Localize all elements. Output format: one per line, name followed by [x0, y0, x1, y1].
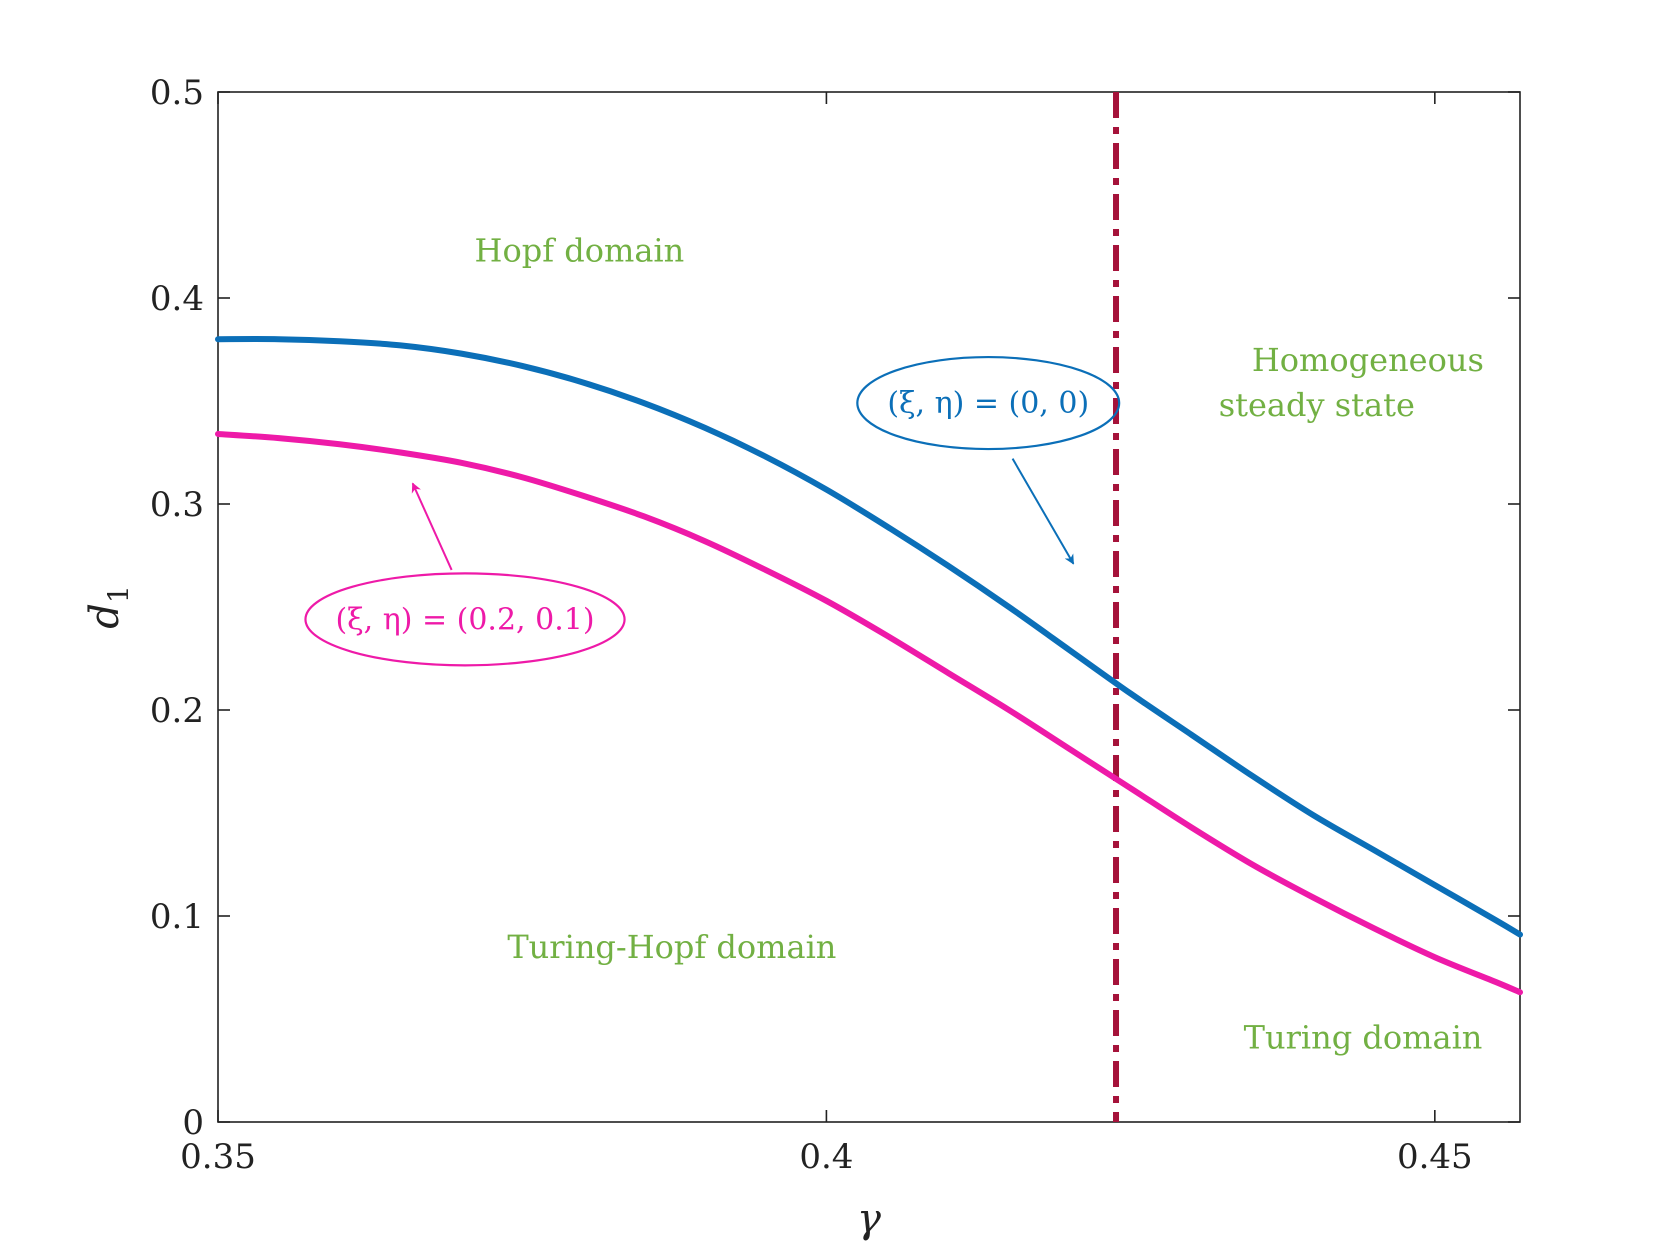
y-tick-label: 0.2 — [150, 691, 204, 731]
annotations: (ξ, η) = (0, 0) (ξ, η) = (0.2, 0.1) — [304, 355, 1121, 667]
y-tick-label: 0 — [182, 1103, 204, 1143]
series-line-2 — [215, 430, 1523, 996]
y-tick-label: 0.1 — [150, 897, 204, 937]
region-label: Hopf domain — [475, 232, 685, 270]
annotation-label-2: (ξ, η) = (0.2, 0.1) — [335, 602, 594, 637]
y-axis-title-main: d — [82, 603, 128, 629]
x-axis-title: γ — [857, 1196, 881, 1242]
plot-area — [217, 91, 1521, 1123]
annotation-label-1: (ξ, η) = (0, 0) — [887, 386, 1089, 421]
y-tick-label: 0.5 — [150, 73, 204, 113]
annotation-arrow-1 — [1011, 458, 1075, 565]
series-layer — [215, 336, 1523, 996]
y-axis-title: d1 — [82, 585, 135, 628]
y-tick-label: 0.4 — [150, 279, 204, 319]
region-label: steady state — [1219, 386, 1415, 424]
annotation-ellipse-2 — [304, 572, 626, 667]
annotation-arrow-2 — [411, 482, 453, 571]
annotation-ellipse-1 — [856, 355, 1121, 451]
y-axis-title-subscript: 1 — [102, 585, 135, 603]
region-label: Turing-Hopf domain — [507, 928, 836, 966]
x-tick-label: 0.4 — [799, 1137, 853, 1177]
y-tick-label: 0.3 — [150, 485, 204, 525]
svg-text:d1: d1 — [82, 585, 135, 628]
region-label: Homogeneous — [1252, 341, 1484, 379]
y-axis: 0 0.1 0.2 0.3 0.4 0.5 — [150, 73, 1520, 1143]
series-line-1 — [215, 336, 1523, 938]
x-tick-label: 0.45 — [1397, 1137, 1473, 1177]
x-axis: 0.35 0.4 0.45 — [180, 92, 1473, 1177]
region-label: Turing domain — [1244, 1019, 1483, 1057]
region-labels: Hopf domain Turing-Hopf domain Turing doma… — [475, 232, 1484, 1057]
x-tick-label: 0.35 — [180, 1137, 256, 1177]
